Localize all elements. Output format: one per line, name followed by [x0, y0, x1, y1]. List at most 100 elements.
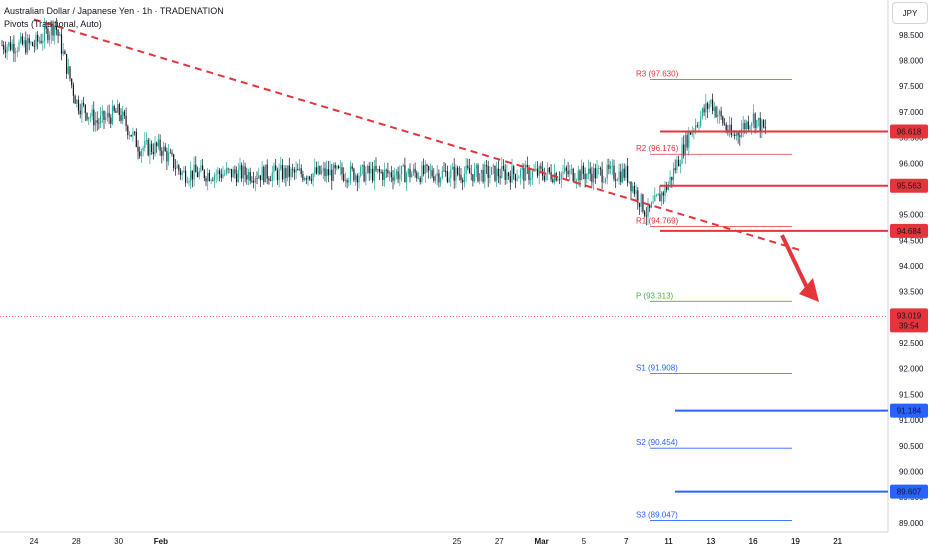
candle-body — [407, 168, 409, 175]
candle-body — [528, 167, 530, 180]
pivot-label: R2 (96.176) — [636, 144, 679, 153]
candle-body — [499, 176, 501, 178]
candle-body — [569, 169, 571, 175]
candle-body — [416, 172, 418, 179]
candle-body — [283, 168, 285, 180]
candle-body — [628, 181, 630, 183]
candle-body — [162, 146, 165, 156]
candle-body — [157, 139, 159, 147]
candle-body — [479, 173, 481, 182]
candle-body — [212, 179, 214, 181]
candle-body — [101, 110, 103, 116]
candle-body — [292, 168, 294, 170]
candle-body — [526, 164, 528, 168]
candle-body — [397, 171, 399, 180]
candle-body — [713, 107, 715, 111]
candle-body — [349, 166, 352, 181]
candle-body — [652, 201, 654, 204]
candle-body — [759, 117, 761, 133]
candle-body — [278, 168, 280, 181]
candle-body — [122, 111, 124, 121]
candle-body — [431, 170, 433, 177]
candle-body — [123, 111, 125, 116]
candle-body — [712, 99, 714, 111]
candle-body — [547, 167, 549, 174]
candle-body — [756, 119, 758, 128]
candle-body — [650, 203, 652, 208]
candle-body — [531, 171, 533, 178]
candle-body — [142, 147, 144, 151]
candle-body — [94, 120, 97, 126]
candle-body — [496, 168, 498, 181]
candle-body — [219, 170, 221, 175]
candle-body — [96, 120, 98, 123]
candle-body — [360, 166, 362, 177]
candle-body — [443, 170, 445, 172]
candle-body — [698, 125, 700, 127]
candle-body — [237, 169, 239, 183]
candle-body — [706, 103, 709, 109]
time-tick-label: 7 — [624, 537, 629, 546]
candle-body — [183, 170, 185, 173]
candle-body — [638, 203, 641, 207]
candle-body — [232, 169, 234, 178]
candle-body — [15, 51, 17, 54]
candle-body — [246, 175, 248, 180]
candle-body — [644, 211, 646, 216]
indicator-label[interactable]: Pivots (Traditional, Auto) — [4, 19, 102, 29]
candle-body — [251, 180, 253, 182]
candle-body — [66, 54, 68, 74]
candle-body — [467, 165, 469, 169]
candle-body — [593, 168, 595, 183]
candle-body — [618, 171, 620, 181]
time-tick-label: 13 — [706, 537, 715, 546]
candle-body — [482, 169, 484, 182]
candle-body — [247, 171, 250, 180]
candle-body — [737, 132, 739, 136]
candle-body — [436, 173, 438, 177]
currency-selector[interactable]: JPY — [892, 2, 928, 24]
candle-body — [723, 123, 726, 125]
candle-body — [684, 135, 686, 156]
candle-body — [494, 165, 496, 181]
time-tick-label: 16 — [749, 537, 758, 546]
candle-body — [754, 113, 756, 128]
pivot-label: R3 (97.630) — [636, 70, 679, 79]
candle-body — [511, 166, 513, 183]
candle-body — [700, 116, 702, 126]
candle-body — [419, 177, 421, 183]
candle-body — [576, 180, 578, 182]
candle-body — [434, 176, 437, 181]
candle-body — [190, 170, 192, 181]
candle-body — [152, 151, 154, 154]
bearish-arrow[interactable] — [780, 234, 819, 302]
candle-body — [480, 169, 482, 174]
candle-body — [746, 121, 748, 130]
candle-body — [647, 204, 649, 217]
candle-body — [672, 168, 675, 181]
time-tick-label: 30 — [114, 537, 123, 546]
candle-body — [351, 166, 353, 169]
candle-body — [297, 169, 299, 171]
candle-body — [744, 123, 746, 130]
candle-body — [164, 146, 166, 152]
price-tick-label: 98.500 — [899, 31, 924, 40]
candle-body — [438, 173, 440, 183]
candle-body — [125, 115, 127, 127]
candle-body — [451, 166, 454, 170]
candle-body — [156, 142, 158, 147]
candle-body — [220, 174, 222, 178]
candle-body — [222, 174, 224, 178]
candle-body — [395, 171, 397, 176]
key-level-value: 96.618 — [897, 128, 922, 137]
candle-body — [610, 165, 612, 170]
key-level-tag — [890, 484, 928, 499]
candle-body — [385, 169, 387, 171]
candle-body — [664, 185, 666, 196]
candle-body — [543, 175, 545, 181]
candle-body — [304, 178, 306, 180]
descending-trendline[interactable] — [33, 18, 804, 253]
candle-body — [13, 44, 15, 54]
candle-body — [757, 117, 760, 120]
